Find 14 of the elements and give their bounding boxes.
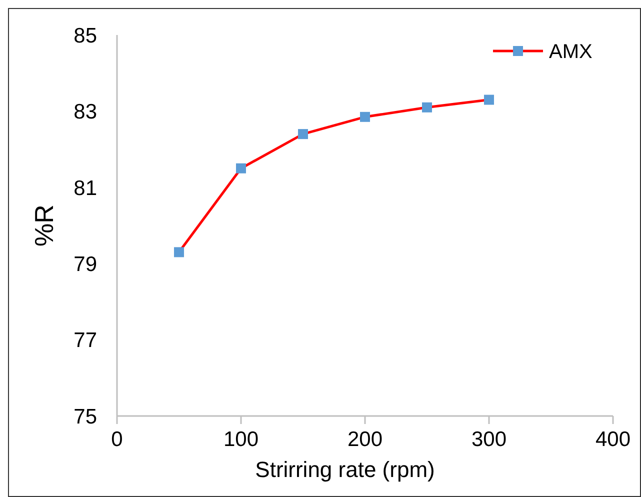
y-tick-label: 77 bbox=[74, 329, 97, 352]
x-tick-label: 400 bbox=[595, 428, 631, 451]
x-axis-title: Strirring rate (rpm) bbox=[255, 457, 435, 482]
y-tick-label: 75 bbox=[74, 405, 97, 428]
x-tick-label: 300 bbox=[471, 428, 507, 451]
y-tick-label: 85 bbox=[74, 24, 97, 48]
x-tick-label: 200 bbox=[347, 428, 383, 451]
legend-label: AMX bbox=[549, 41, 592, 63]
y-axis-title: %R bbox=[29, 204, 59, 246]
y-tick-label: 83 bbox=[74, 100, 97, 124]
y-tick-label: 81 bbox=[74, 176, 97, 200]
x-tick-label: 0 bbox=[111, 428, 123, 451]
y-tick-label: 79 bbox=[74, 252, 97, 276]
x-tick-label: 100 bbox=[223, 428, 259, 451]
